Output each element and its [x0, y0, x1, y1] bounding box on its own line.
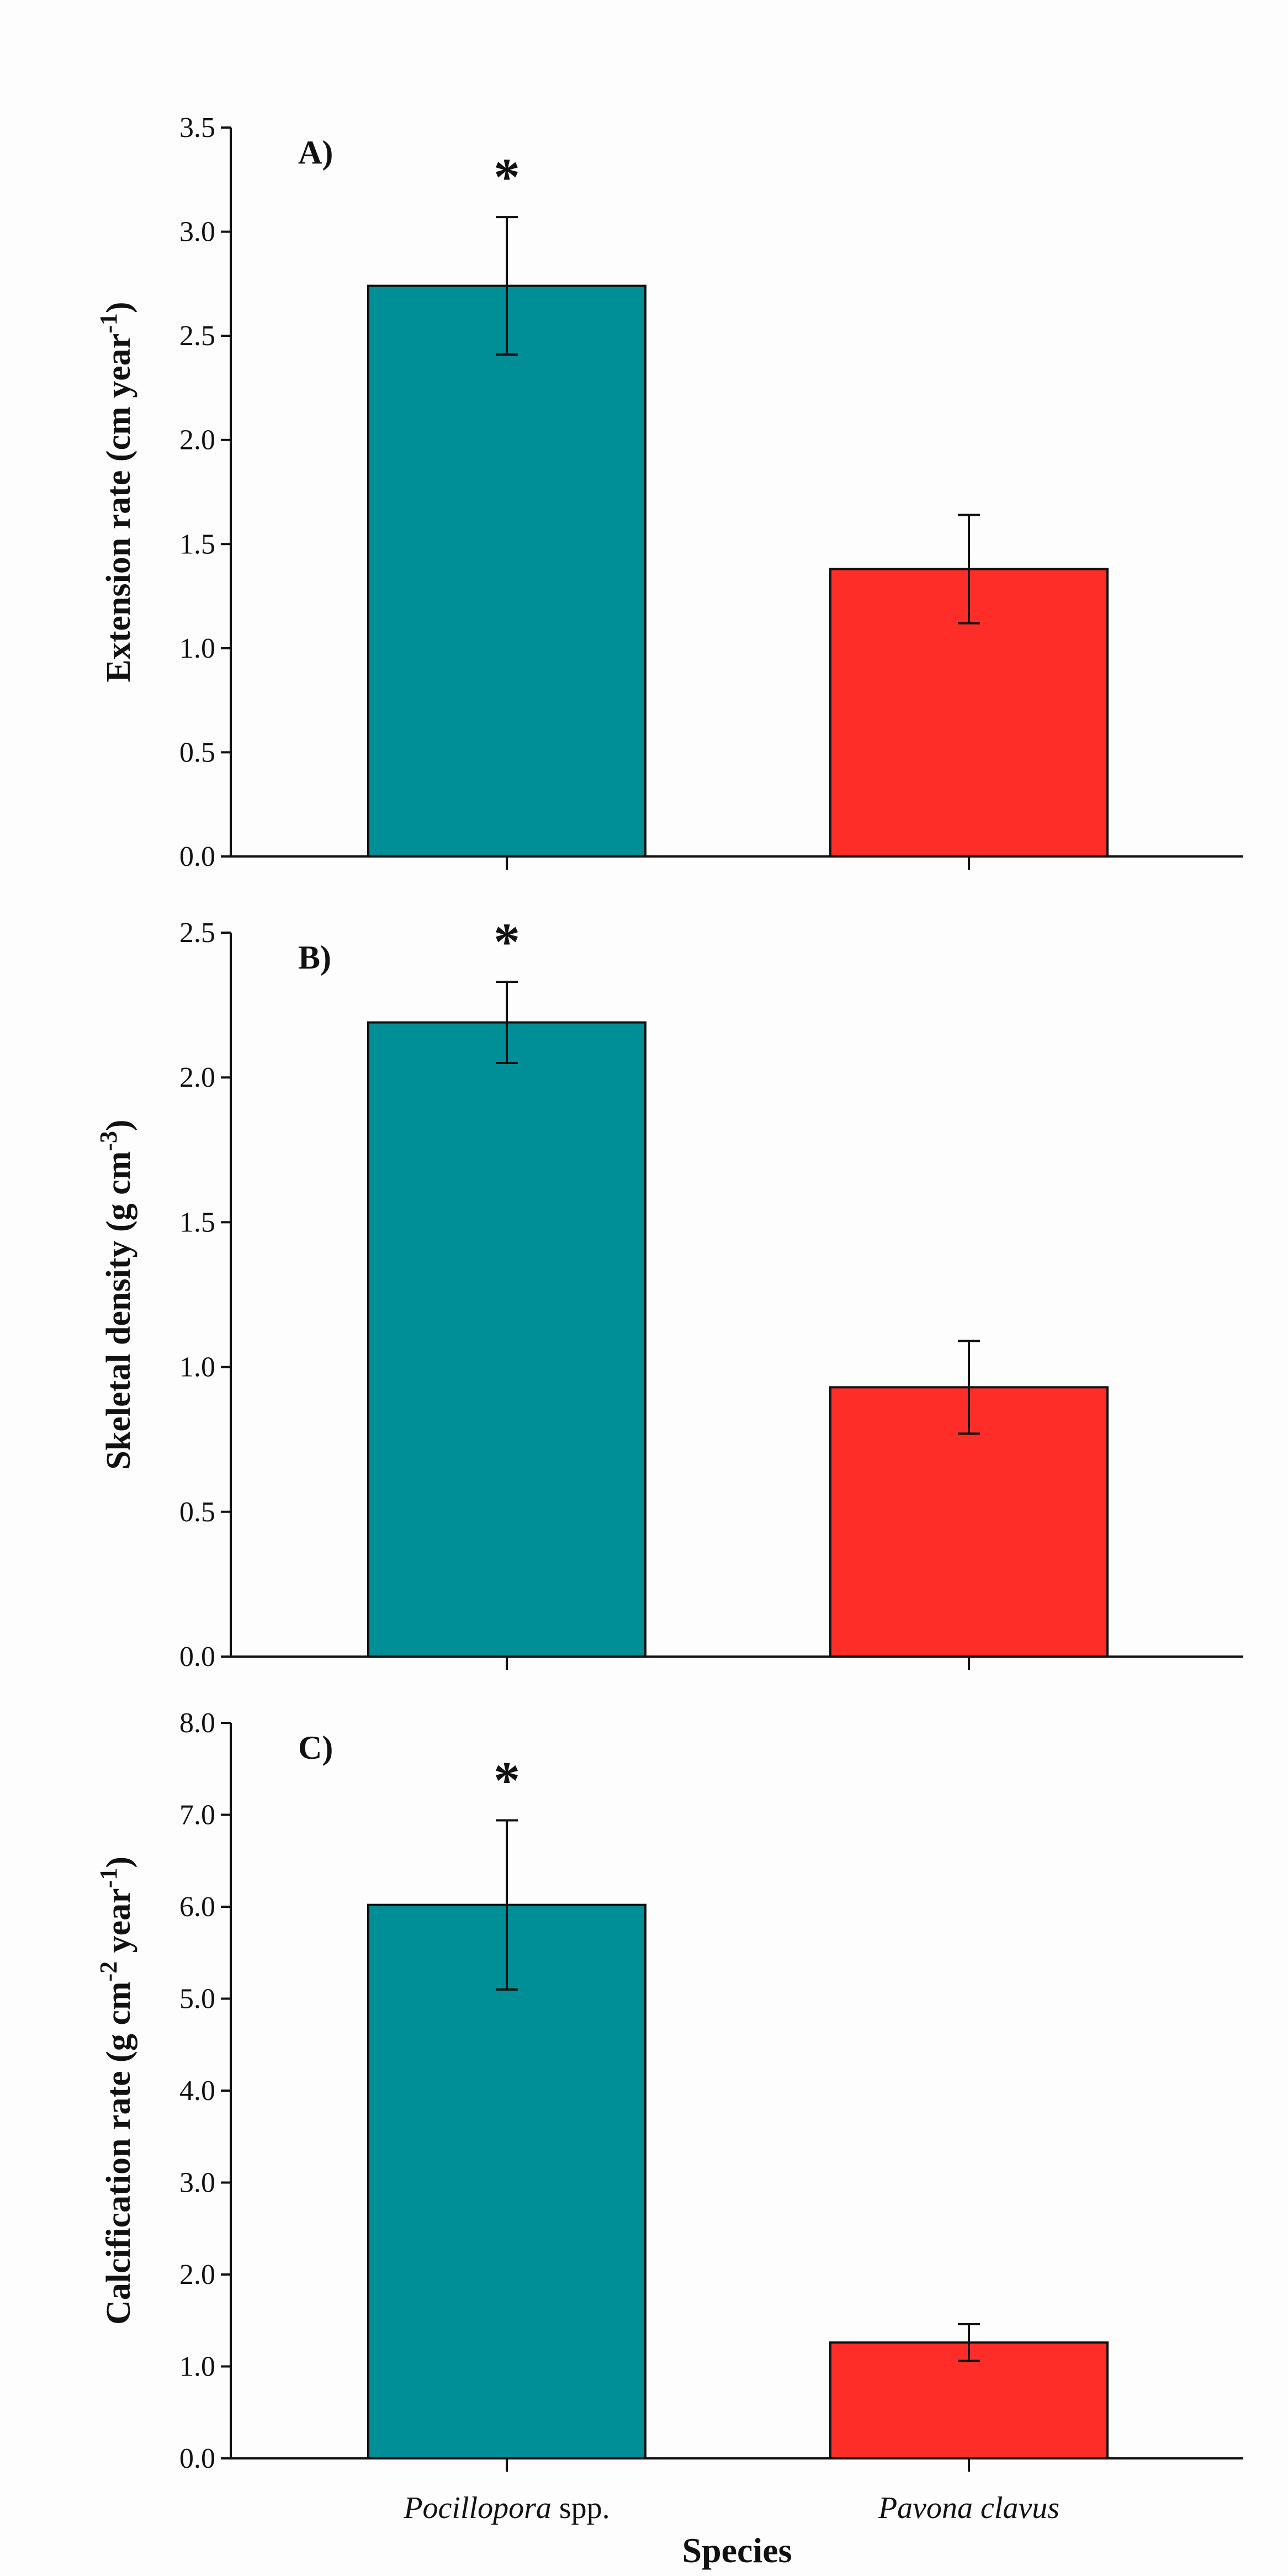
label-text: ) [100, 1119, 137, 1131]
superscript: -1 [95, 1868, 122, 1889]
y-tick-label: 2.0 [179, 1062, 215, 1093]
label-text: ) [100, 1856, 137, 1868]
bar [367, 284, 646, 858]
y-tick-label: 0.0 [179, 2443, 215, 2474]
y-tick-label: 4.0 [179, 2075, 215, 2107]
species-name: Pavona clavus [878, 2491, 1059, 2525]
y-tick-label: 7.0 [179, 1800, 215, 1831]
y-tick-label: 3.0 [179, 2167, 215, 2199]
y-tick-label: 1.0 [179, 2351, 215, 2383]
label-text: Calcification rate (g cm [100, 1982, 137, 2325]
significance-marker: * [494, 1750, 520, 1810]
y-tick-label: 1.5 [179, 1207, 215, 1238]
panel-label: A) [298, 134, 333, 171]
panel-b: * 0.0 0.5 1.0 1.5 2.0 2.5 B) Skeletal density (g… [95, 912, 1243, 1673]
species-suffix: spp. [552, 2491, 610, 2525]
y-tick-label: 2.0 [179, 425, 215, 456]
y-tick-label: 0.5 [179, 1496, 215, 1528]
significance-marker: * [494, 147, 520, 207]
label-text: ) [100, 301, 137, 313]
y-tick-label: 2.5 [179, 320, 215, 352]
y-tick-label: 3.5 [179, 112, 215, 144]
y-tick-label: 0.5 [179, 737, 215, 768]
y-tick-label: 2.5 [179, 917, 215, 949]
significance-marker: * [494, 912, 520, 971]
panel-label: B) [298, 939, 331, 976]
superscript: -3 [95, 1131, 122, 1151]
superscript: -1 [95, 313, 122, 334]
label-text: year [100, 1888, 137, 1961]
y-tick-label: 3.0 [179, 216, 215, 248]
y-tick-label: 0.0 [179, 841, 215, 872]
y-tick-label: 6.0 [179, 1891, 215, 1923]
y-tick-label: 1.0 [179, 633, 215, 664]
panel-c: * 0.0 1.0 2.0 3.0 4.0 5.0 6.0 7.0 8.0 C) Calcificat… [95, 1707, 1243, 2474]
panel-a: * 0.0 0.5 1.0 1.5 2.0 2.5 3.0 3.5 A) Extension rat… [95, 112, 1243, 872]
superscript: -2 [95, 1961, 122, 1982]
y-tick-label: 1.0 [179, 1352, 215, 1383]
y-axis-label: Extension rate (cm year-1) [95, 301, 138, 682]
y-axis-label: Skeletal density (g cm-3) [95, 1119, 138, 1469]
bar [367, 1021, 646, 1658]
y-axis-label: Calcification rate (g cm-2 year-1) [95, 1856, 138, 2325]
x-axis-label: Species [682, 2531, 792, 2570]
label-text: Extension rate (cm year [100, 334, 137, 683]
y-tick-label: 0.0 [179, 1641, 215, 1673]
x-tick-label: Pocillopora spp. [403, 2491, 609, 2525]
species-name: Pocillopora [403, 2491, 552, 2525]
y-tick-label: 2.0 [179, 2259, 215, 2291]
y-tick-label: 5.0 [179, 1983, 215, 2015]
x-tick-label: Pavona clavus [878, 2491, 1059, 2525]
y-tick-label: 1.5 [179, 528, 215, 560]
label-text: Skeletal density (g cm [100, 1151, 137, 1470]
y-tick-label: 8.0 [179, 1707, 215, 1739]
panel-label: C) [298, 1729, 333, 1766]
